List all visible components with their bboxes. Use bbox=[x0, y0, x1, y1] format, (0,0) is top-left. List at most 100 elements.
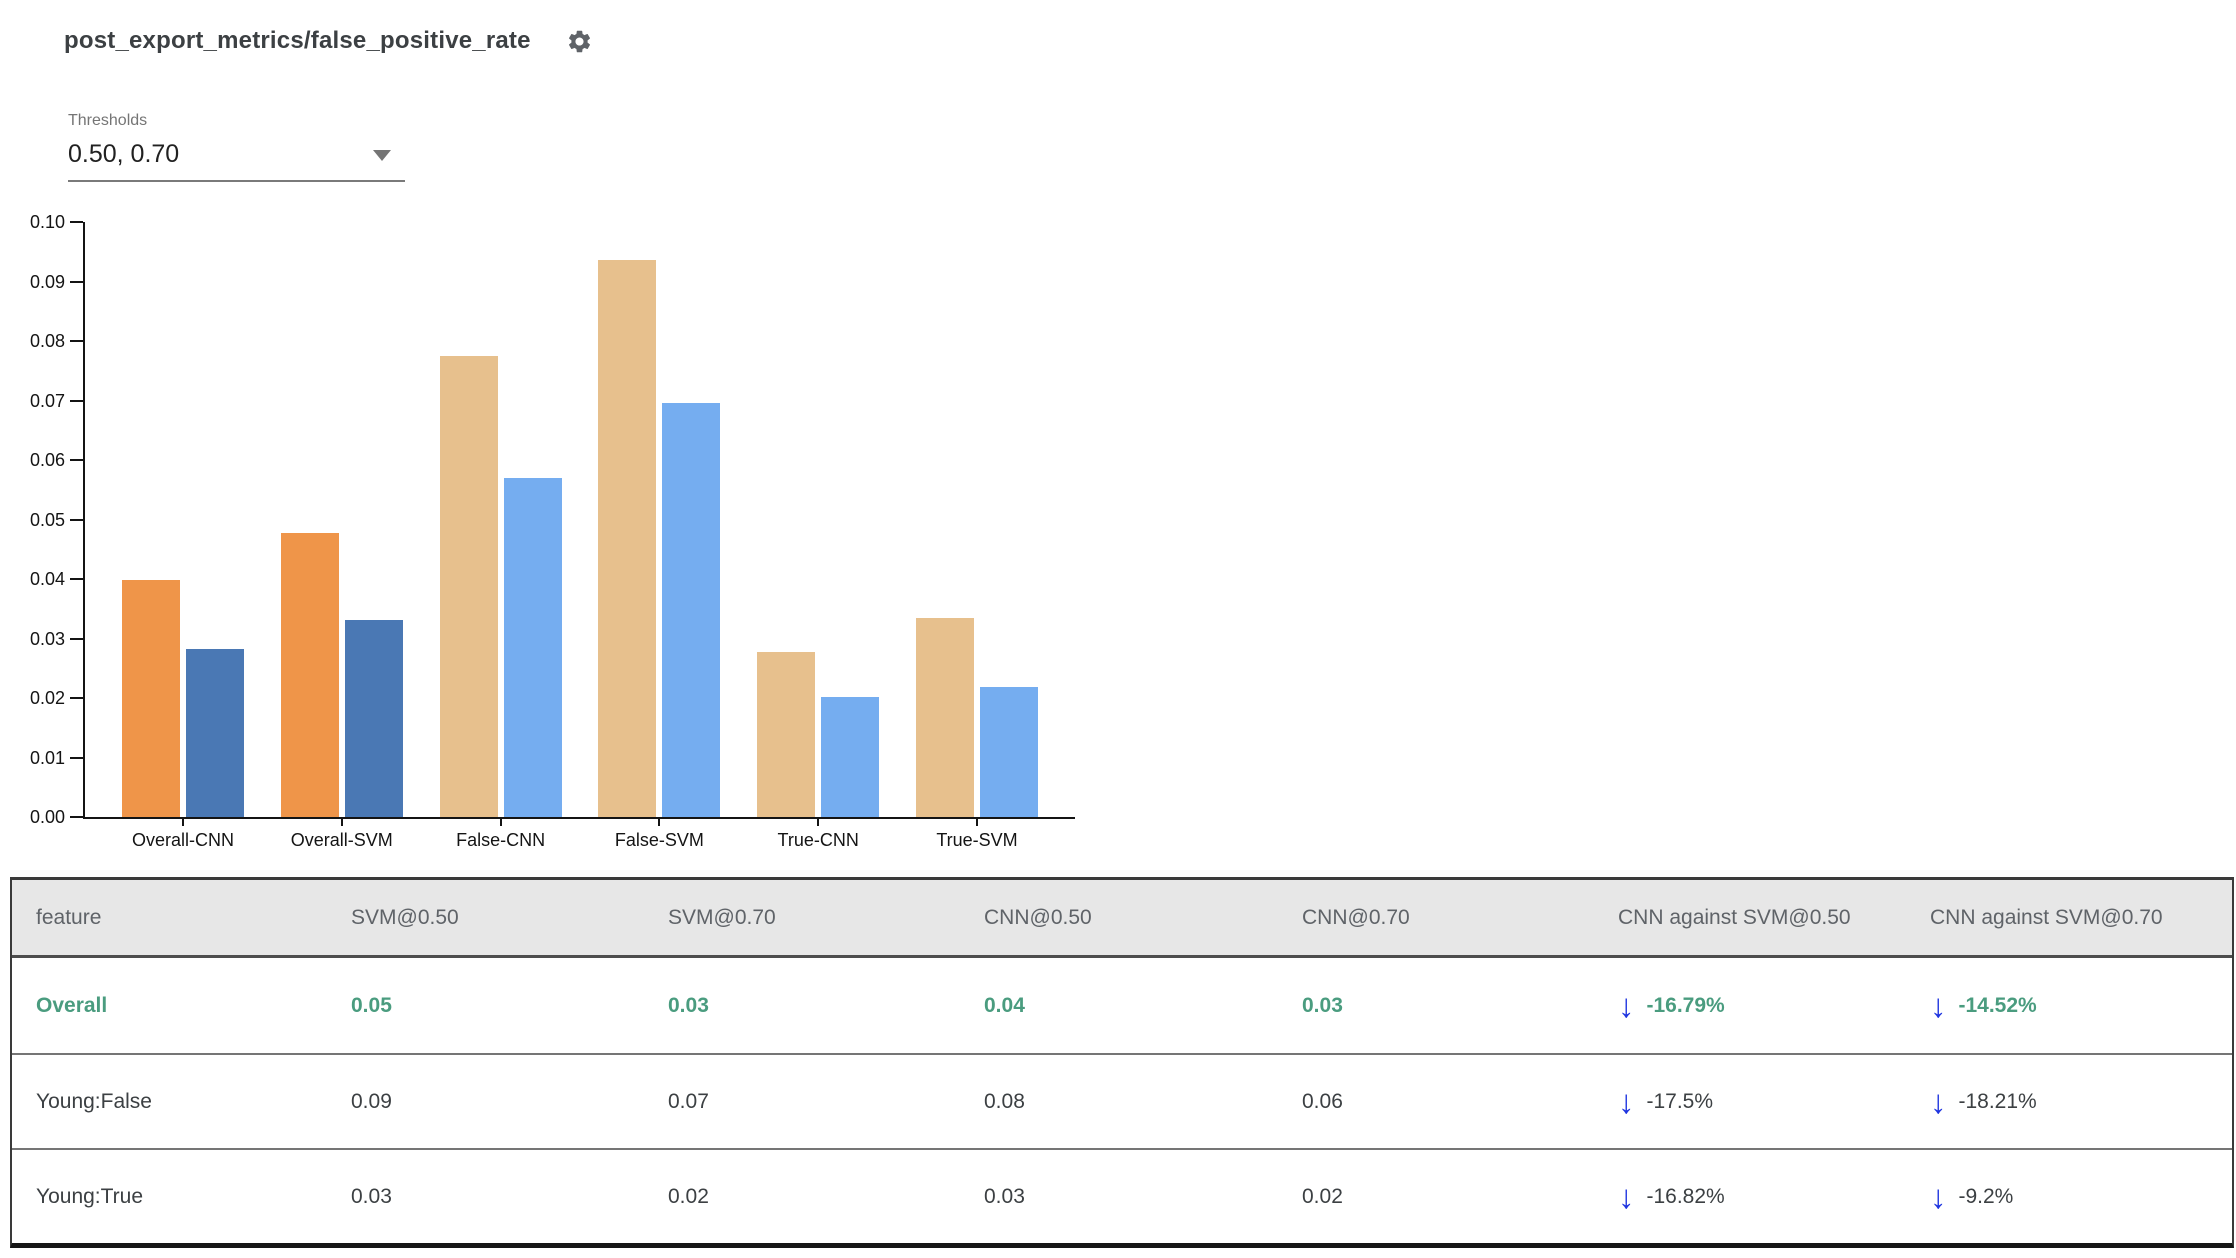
bar-True-SVM-threshold-0.50[interactable] bbox=[916, 618, 974, 817]
bar-Overall-SVM-threshold-0.50[interactable] bbox=[280, 533, 339, 817]
x-axis-label: True-CNN bbox=[777, 830, 859, 850]
feature-cell: Young:False bbox=[36, 1089, 152, 1113]
y-axis-tick bbox=[70, 756, 83, 759]
value-cell: 0.02 bbox=[1302, 1184, 1343, 1208]
column-header-cnn-vs-svm-070: CNN against SVM@0.70 bbox=[1930, 905, 2163, 929]
page-title: post_export_metrics/false_positive_rate bbox=[64, 27, 531, 54]
column-header-svm-070: SVM@0.70 bbox=[668, 905, 776, 929]
bar-chart: 0.00 0.01 0.02 0.03 0.04 0.05 0.06 0.07 0.08 0.09… bbox=[30, 212, 1075, 850]
thresholds-control: Thresholds 0.50, 0.70 bbox=[68, 112, 405, 182]
value-cell: 0.09 bbox=[351, 1089, 392, 1113]
settings-button[interactable] bbox=[565, 26, 595, 56]
y-axis-tick bbox=[70, 816, 83, 818]
thresholds-value: 0.50, 0.70 bbox=[68, 140, 180, 168]
delta-value: -18.21% bbox=[1958, 1089, 2037, 1113]
column-header-cnn-050: CNN@0.50 bbox=[984, 905, 1092, 929]
delta-cell: ↓ -9.2% bbox=[1930, 1177, 2232, 1215]
bar-Overall-CNN-threshold-0.70[interactable] bbox=[186, 649, 244, 817]
y-axis-label: 0.09 bbox=[29, 271, 65, 292]
bar-Overall-CNN-threshold-0.50[interactable] bbox=[122, 580, 180, 817]
bar-False-SVM-threshold-0.50[interactable] bbox=[598, 259, 657, 817]
down-arrow-icon: ↓ bbox=[1930, 1082, 1947, 1120]
x-axis-label: Overall-SVM bbox=[290, 830, 393, 850]
y-axis-label: 0.10 bbox=[29, 212, 65, 232]
x-axis-label: False-CNN bbox=[456, 830, 546, 850]
delta-cell: ↓ -16.82% bbox=[1618, 1177, 1930, 1215]
y-axis-tick bbox=[70, 578, 83, 580]
down-arrow-icon: ↓ bbox=[1930, 986, 1947, 1024]
y-axis-label: 0.00 bbox=[29, 807, 65, 827]
delta-value: -14.52% bbox=[1958, 993, 2037, 1017]
delta-cell: ↓ -18.21% bbox=[1930, 1082, 2232, 1120]
delta-value: -9.2% bbox=[1958, 1184, 2014, 1208]
delta-cell: ↓ -14.52% bbox=[1930, 986, 2232, 1024]
column-header-svm-050: SVM@0.50 bbox=[351, 905, 459, 929]
gear-icon bbox=[566, 28, 593, 55]
y-axis-label: 0.04 bbox=[29, 569, 65, 589]
value-cell: 0.02 bbox=[668, 1184, 709, 1208]
bar-Overall-SVM-threshold-0.70[interactable] bbox=[344, 620, 403, 817]
delta-value: -16.79% bbox=[1646, 993, 1725, 1017]
down-arrow-icon: ↓ bbox=[1618, 986, 1635, 1024]
thresholds-select[interactable]: 0.50, 0.70 bbox=[68, 136, 405, 182]
column-header-cnn-070: CNN@0.70 bbox=[1302, 905, 1410, 929]
y-axis-tick bbox=[70, 399, 83, 402]
value-cell: 0.03 bbox=[351, 1184, 392, 1208]
chevron-down-icon bbox=[373, 150, 391, 161]
value-cell: 0.07 bbox=[668, 1089, 709, 1113]
y-axis-label: 0.06 bbox=[29, 450, 65, 470]
value-cell: 0.05 bbox=[351, 993, 392, 1017]
value-cell: 0.03 bbox=[984, 1184, 1025, 1208]
x-axis-tick bbox=[817, 817, 820, 826]
y-axis-tick bbox=[70, 340, 83, 342]
y-axis-tick bbox=[70, 280, 83, 283]
y-axis-label: 0.03 bbox=[29, 628, 65, 649]
y-axis-tick bbox=[70, 697, 83, 699]
y-axis-label: 0.08 bbox=[29, 331, 65, 351]
delta-cell: ↓ -16.79% bbox=[1618, 986, 1930, 1024]
table-header-row: feature SVM@0.50 SVM@0.70 CNN@0.50 CNN@0… bbox=[12, 880, 2232, 958]
down-arrow-icon: ↓ bbox=[1618, 1177, 1635, 1215]
y-axis-tick bbox=[70, 459, 83, 461]
bar-True-SVM-threshold-0.70[interactable] bbox=[980, 686, 1038, 817]
x-axis-label: Overall-CNN bbox=[131, 830, 234, 850]
value-cell: 0.03 bbox=[668, 993, 709, 1017]
table-row-overall: Overall 0.05 0.03 0.04 0.03 ↓ -16.79% ↓ … bbox=[12, 958, 2232, 1053]
x-axis-label: False-SVM bbox=[614, 830, 704, 850]
bar-True-CNN-threshold-0.70[interactable] bbox=[821, 697, 880, 817]
down-arrow-icon: ↓ bbox=[1930, 1177, 1947, 1215]
x-axis-tick bbox=[182, 817, 184, 826]
table-row-young-false: Young:False 0.09 0.07 0.08 0.06 ↓ -17.5%… bbox=[12, 1053, 2232, 1148]
y-axis-label: 0.07 bbox=[29, 390, 65, 411]
y-axis-tick bbox=[70, 221, 83, 223]
bar-False-CNN-threshold-0.70[interactable] bbox=[503, 477, 562, 817]
metrics-table: feature SVM@0.50 SVM@0.70 CNN@0.50 CNN@0… bbox=[10, 877, 2234, 1248]
value-cell: 0.03 bbox=[1302, 993, 1343, 1017]
y-axis-tick bbox=[70, 518, 83, 521]
delta-cell: ↓ -17.5% bbox=[1618, 1082, 1930, 1120]
x-axis-tick bbox=[340, 817, 343, 826]
x-axis-tick bbox=[499, 817, 502, 826]
y-axis-label: 0.05 bbox=[29, 509, 65, 530]
metric-header: post_export_metrics/false_positive_rate bbox=[64, 26, 595, 56]
bar-False-SVM-threshold-0.70[interactable] bbox=[662, 403, 721, 817]
y-axis-label: 0.01 bbox=[29, 747, 65, 768]
value-cell: 0.08 bbox=[984, 1089, 1025, 1113]
table-row-young-true: Young:True 0.03 0.02 0.03 0.02 ↓ -16.82%… bbox=[12, 1148, 2232, 1243]
thresholds-label: Thresholds bbox=[68, 112, 148, 129]
value-cell: 0.06 bbox=[1302, 1089, 1343, 1113]
feature-cell: Overall bbox=[36, 993, 108, 1017]
x-axis-label: True-SVM bbox=[936, 830, 1018, 850]
delta-value: -17.5% bbox=[1646, 1089, 1714, 1113]
delta-value: -16.82% bbox=[1646, 1184, 1725, 1208]
x-axis-tick bbox=[658, 817, 661, 826]
bar-True-CNN-threshold-0.50[interactable] bbox=[757, 651, 816, 817]
down-arrow-icon: ↓ bbox=[1618, 1082, 1635, 1120]
feature-cell: Young:True bbox=[36, 1184, 144, 1208]
x-axis-tick bbox=[976, 817, 978, 826]
bar-False-CNN-threshold-0.50[interactable] bbox=[439, 356, 498, 817]
value-cell: 0.04 bbox=[984, 993, 1025, 1017]
column-header-feature: feature bbox=[36, 905, 102, 929]
y-axis-tick bbox=[70, 637, 83, 640]
y-axis-label: 0.02 bbox=[29, 688, 65, 708]
